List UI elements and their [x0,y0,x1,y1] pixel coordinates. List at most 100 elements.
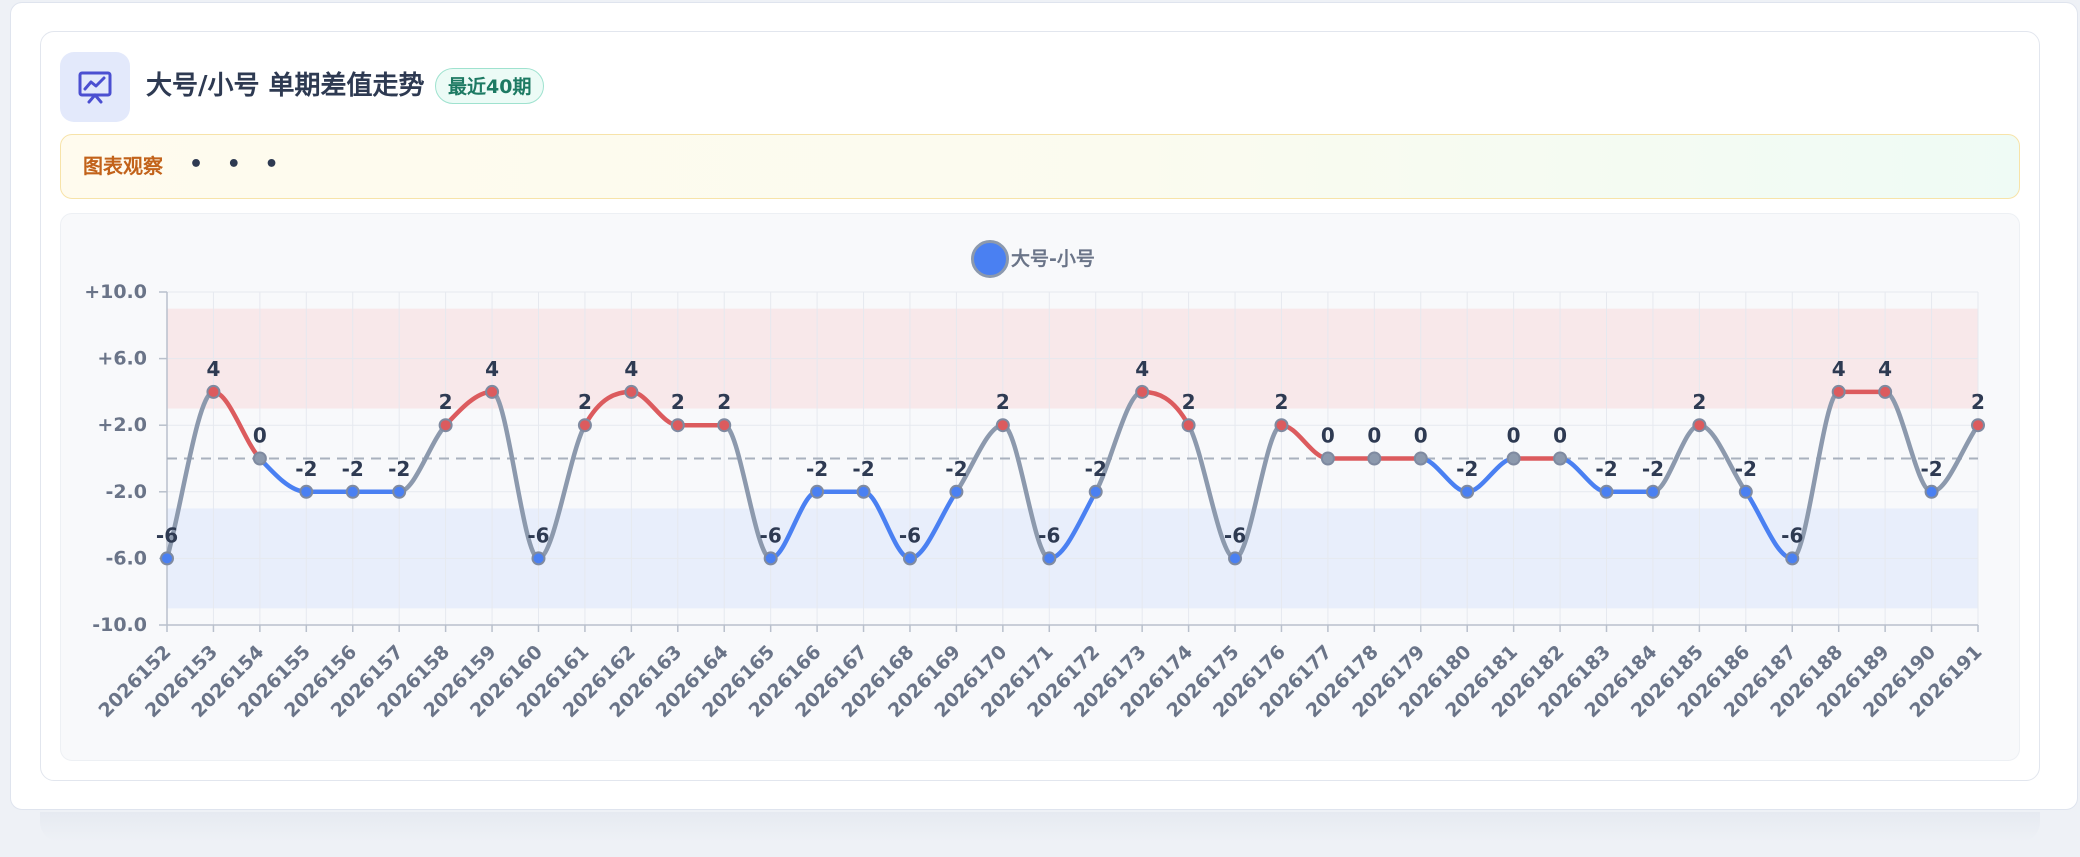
data-label: -2 [1735,457,1757,481]
legend-marker[interactable] [971,240,1009,278]
data-label: 2 [671,390,685,414]
data-label: 4 [624,357,638,381]
data-point [1088,484,1103,499]
data-point [577,418,592,433]
data-point [1738,484,1753,499]
data-label: -6 [1224,523,1246,547]
data-point [624,384,639,399]
data-label: 0 [1553,424,1567,448]
data-point [810,484,825,499]
data-label: -2 [1642,457,1664,481]
data-point [1506,451,1521,466]
data-point [299,484,314,499]
data-label: 0 [1507,424,1521,448]
chart-observation-bar[interactable]: 图表观察 • • • [60,134,2020,199]
y-tick-label: +2.0 [97,414,147,436]
data-label: -6 [899,523,921,547]
data-label: 4 [1832,357,1846,381]
data-label: 0 [253,424,267,448]
series-line-segment [164,389,216,561]
data-label: 2 [1275,390,1289,414]
data-point [1924,484,1939,499]
data-point [763,551,778,566]
data-point [1320,451,1335,466]
observation-label: 图表观察 [83,154,163,178]
data-point [949,484,964,499]
data-label: 2 [1182,390,1196,414]
data-point [1135,384,1150,399]
data-point [670,418,685,433]
data-point [1971,418,1985,433]
data-point [1042,551,1057,566]
data-point [717,418,732,433]
data-point [438,418,453,433]
data-point [1274,418,1289,433]
data-point [1367,451,1382,466]
data-label: -2 [388,457,410,481]
data-point [1831,384,1846,399]
data-point [1645,484,1660,499]
y-tick-label: -10.0 [92,614,147,636]
data-label: 2 [717,390,731,414]
data-label: -6 [1038,523,1060,547]
data-point [1785,551,1800,566]
data-label: -2 [295,457,317,481]
chart-title: 大号/小号 单期差值走势 [146,71,425,101]
series-line-segment [1790,389,1841,561]
data-point [531,551,546,566]
y-tick-label: -2.0 [105,481,147,503]
data-label: -6 [156,523,178,547]
data-label: -2 [1595,457,1617,481]
data-point [1553,451,1568,466]
data-point [1692,418,1707,433]
data-point [252,451,267,466]
data-label: 4 [206,357,220,381]
data-label: 2 [1971,390,1985,414]
data-label: 2 [578,390,592,414]
data-label: -2 [342,457,364,481]
data-label: -2 [852,457,874,481]
legend-label[interactable]: 大号-小号 [1011,248,1095,270]
card-shadow [40,812,2040,842]
series-line-segment [1000,422,1052,561]
data-point [485,384,500,399]
y-tick-label: +10.0 [84,281,147,303]
data-label: 4 [1135,357,1149,381]
data-point [1228,551,1243,566]
data-label: 0 [1321,424,1335,448]
data-label: -6 [1781,523,1803,547]
data-point [1181,418,1196,433]
data-point [206,384,221,399]
more-dots-icon[interactable]: • • • [189,152,287,177]
data-label: -2 [806,457,828,481]
data-label: -6 [527,523,549,547]
data-point [392,484,407,499]
data-label: 4 [485,357,499,381]
series-line-segment [721,422,773,561]
data-label: -2 [945,457,967,481]
data-point [160,551,174,566]
data-label: -6 [760,523,782,547]
data-label: 0 [1367,424,1381,448]
data-point [1599,484,1614,499]
plot-area [60,213,2020,761]
data-label: 0 [1414,424,1428,448]
data-label: 2 [996,390,1010,414]
data-label: -2 [1456,457,1478,481]
period-badge: 最近40期 [435,68,545,104]
data-point [1413,451,1428,466]
data-label: 2 [439,390,453,414]
data-point [345,484,360,499]
data-point [1878,384,1893,399]
data-point [902,551,917,566]
data-point [995,418,1010,433]
presentation-chart-icon [60,52,130,122]
data-point [856,484,871,499]
data-label: 2 [1692,390,1706,414]
series-line-segment [489,389,541,561]
data-point [1460,484,1475,499]
data-label: -2 [1920,457,1942,481]
data-label: -2 [1085,457,1107,481]
series-line-segment [1232,422,1284,561]
